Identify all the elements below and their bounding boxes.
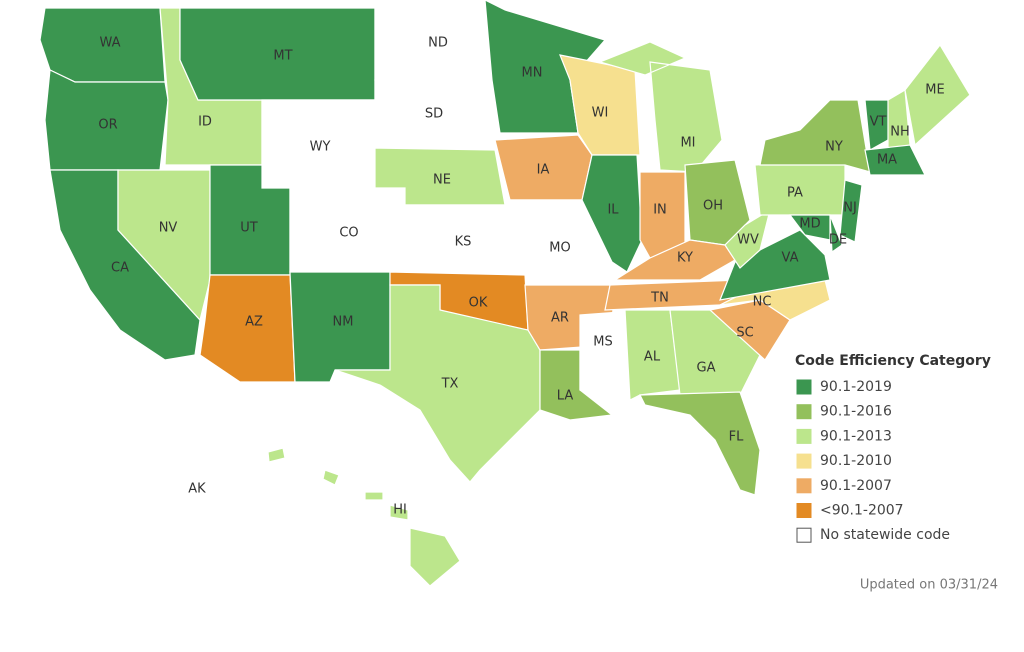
- state-label: GA: [697, 361, 716, 376]
- legend-label: <90.1-2007: [820, 503, 904, 519]
- state-label: OR: [98, 118, 117, 133]
- legend-title: Code Efficiency Category: [795, 353, 991, 369]
- state-shape: [37, 411, 272, 586]
- state-label: IN: [653, 203, 667, 218]
- state-label: LA: [557, 389, 574, 404]
- state-shape: [904, 43, 971, 147]
- state-label: VT: [870, 115, 887, 130]
- state-label: IL: [607, 203, 619, 218]
- state-label: NC: [753, 295, 772, 310]
- updated-note: Updated on 03/31/24: [860, 578, 998, 593]
- state-label: VA: [782, 251, 799, 266]
- legend-swatch: [796, 478, 812, 494]
- state-label: SC: [736, 326, 753, 341]
- legend-label: 90.1-2019: [820, 379, 892, 395]
- legend-label: 90.1-2016: [820, 404, 892, 420]
- state-label: DE: [829, 233, 847, 248]
- state-shape: [829, 214, 843, 254]
- state-label: MT: [273, 49, 292, 64]
- state-label: WI: [592, 106, 609, 121]
- legend-label: 90.1-2013: [820, 428, 892, 444]
- state-label: SD: [425, 107, 443, 122]
- state-label: MI: [680, 136, 695, 151]
- state-shape: [759, 99, 871, 173]
- state-shape: [624, 309, 681, 401]
- state-label: OH: [703, 199, 723, 214]
- state-shape: [864, 144, 926, 176]
- state-label: OK: [469, 296, 488, 311]
- state-label: MA: [877, 153, 897, 168]
- state-label: CO: [339, 226, 358, 241]
- state-label: NY: [825, 140, 843, 155]
- legend-swatch: [796, 527, 812, 543]
- state-label: TX: [441, 377, 459, 392]
- state-label: AR: [551, 311, 569, 326]
- state-label: KS: [455, 235, 472, 250]
- state-label: AK: [188, 482, 206, 497]
- state-label: PA: [787, 186, 803, 201]
- state-shape: [579, 311, 626, 396]
- legend-label: 90.1-2007: [820, 478, 892, 494]
- state-label: CA: [111, 261, 129, 276]
- legend-swatch: [796, 379, 812, 395]
- legend-label: 90.1-2010: [820, 453, 892, 469]
- state-label: MD: [799, 217, 820, 232]
- state-label: NE: [433, 173, 451, 188]
- state-label: AL: [644, 350, 661, 365]
- state-label: ID: [198, 115, 212, 130]
- state-label: AZ: [245, 315, 263, 330]
- state-label: MN: [522, 66, 543, 81]
- state-label: TN: [650, 291, 669, 306]
- state-label: WA: [99, 36, 120, 51]
- state-shape: [788, 214, 831, 241]
- state-label: ME: [925, 83, 944, 98]
- state-shape: [117, 169, 211, 322]
- state-label: FL: [729, 430, 744, 445]
- legend-swatch: [796, 428, 812, 444]
- state-label: WV: [737, 233, 759, 248]
- state-label: HI: [393, 503, 407, 518]
- state-shape: [267, 447, 461, 587]
- legend-swatch: [796, 503, 812, 518]
- state-label: ND: [428, 36, 448, 51]
- state-label: IA: [537, 163, 550, 178]
- state-shape: [44, 69, 169, 171]
- state-label: MS: [593, 335, 612, 350]
- state-shape: [724, 208, 771, 269]
- state-shape: [639, 391, 761, 496]
- state-label: NH: [890, 125, 910, 140]
- state-label: NM: [333, 315, 354, 330]
- legend-swatch: [796, 404, 812, 420]
- state-label: MO: [549, 241, 570, 256]
- state-label: WY: [310, 140, 331, 155]
- state-label: KY: [677, 251, 693, 266]
- state-label: NJ: [843, 201, 857, 216]
- legend-label: No statewide code: [820, 527, 950, 543]
- legend-swatch: [796, 453, 812, 469]
- state-label: NV: [159, 221, 178, 236]
- state-label: UT: [240, 221, 258, 236]
- state-shape: [839, 179, 863, 243]
